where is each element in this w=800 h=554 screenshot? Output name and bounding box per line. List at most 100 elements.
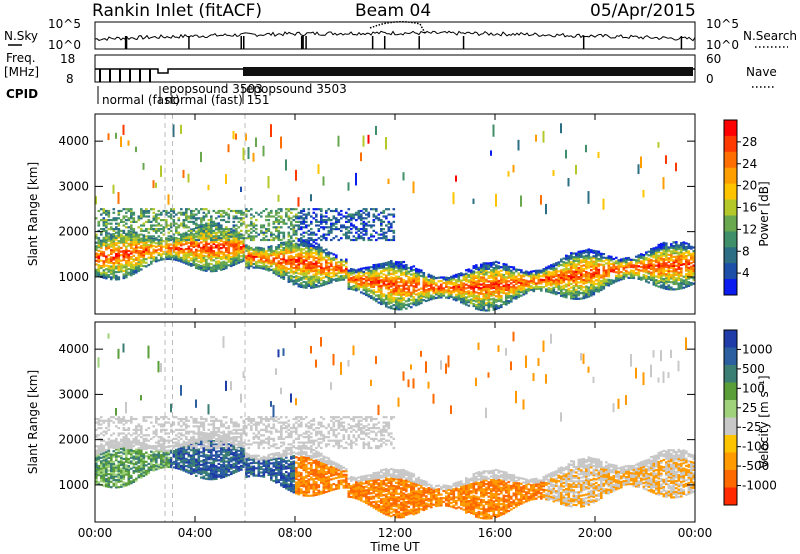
heatmap-cell: [665, 258, 668, 261]
heatmap-cell: [157, 213, 161, 216]
heatmap-cell: [225, 258, 228, 261]
heatmap-cell: [540, 280, 543, 283]
heatmap-cell: [330, 264, 333, 268]
heatmap-cell: [665, 265, 668, 269]
heatmap-cell: [625, 262, 628, 265]
heatmap-cell: [555, 280, 558, 283]
heatmap-cell: [297, 217, 301, 220]
heatmap-cell: [472, 276, 476, 279]
heatmap-cell: [230, 264, 233, 268]
heatmap-cell: [227, 255, 231, 258]
heatmap-cell: [175, 222, 178, 225]
heatmap-cell: [632, 276, 636, 280]
heatmap-cell: [185, 240, 188, 243]
heatmap-cell: [380, 228, 383, 231]
heatmap-cell: [660, 255, 663, 258]
heatmap-cell: [425, 276, 428, 279]
heatmap-cell: [327, 256, 331, 259]
heatmap-cell: [182, 211, 186, 214]
heatmap-cell: [187, 247, 191, 250]
heatmap-cell: [390, 229, 393, 232]
heatmap-cell: [237, 258, 241, 261]
heatmap-cell: [490, 274, 493, 277]
heatmap-cell: [467, 273, 471, 277]
heatmap-cell: [452, 298, 456, 301]
heatmap-cell: [275, 235, 278, 238]
heatmap-cell: [392, 287, 396, 290]
heatmap-cell: [257, 261, 261, 264]
heatmap-cell: [692, 250, 696, 253]
heatmap-cell: [290, 251, 293, 254]
heatmap-cell: [385, 276, 388, 279]
heatmap-cell: [127, 208, 131, 211]
heatmap-cell: [310, 246, 313, 249]
heatmap-cell: [612, 261, 616, 264]
heatmap-cell: [132, 213, 136, 216]
heatmap-cell: [610, 281, 613, 284]
heatmap-cell: [385, 217, 388, 220]
heatmap-cell: [507, 276, 511, 279]
heatmap-cell: [412, 285, 416, 288]
heatmap-cell: [300, 256, 303, 260]
heatmap-cell: [145, 240, 148, 243]
heatmap-cell: [347, 231, 351, 234]
heatmap-cell: [220, 247, 223, 250]
heatmap-cell: [157, 238, 161, 242]
heatmap-cell: [467, 286, 471, 289]
heatmap-cell: [692, 269, 696, 273]
heatmap-cell: [242, 238, 246, 242]
heatmap-cell: [105, 235, 108, 238]
heatmap-cell: [565, 290, 568, 293]
heatmap-cell: [255, 264, 258, 267]
heatmap-cell: [530, 270, 533, 273]
heatmap-cell: [477, 299, 481, 302]
heatmap-cell: [95, 456, 98, 459]
heatmap-cell: [502, 284, 506, 287]
heatmap-cell: [502, 264, 506, 267]
heatmap-cell: [657, 285, 661, 288]
heatmap-cell: [565, 289, 568, 292]
heatmap-cell: [192, 256, 196, 259]
heatmap-cell: [335, 228, 338, 231]
heatmap-cell: [410, 291, 413, 294]
heatmap-cell: [587, 264, 591, 267]
heatmap-cell: [237, 217, 241, 220]
heatmap-cell: [455, 299, 458, 302]
heatmap-cell: [282, 274, 286, 277]
heatmap-cell: [110, 252, 113, 255]
heatmap-cell: [585, 276, 588, 279]
heatmap-cell: [187, 261, 191, 264]
heatmap-cell: [147, 245, 151, 248]
heatmap-cell: [382, 277, 386, 280]
heatmap-cell: [95, 428, 98, 431]
heatmap-cell: [345, 273, 348, 276]
heatmap-cell: [590, 249, 593, 252]
heatmap-cell: [180, 247, 183, 250]
heatmap-cell: [392, 235, 396, 238]
heatmap-cell: [390, 213, 393, 216]
heatmap-cell: [565, 294, 568, 297]
heatmap-cell: [402, 298, 406, 302]
heatmap-cell: [477, 268, 481, 271]
heatmap-cell: [287, 238, 291, 242]
heatmap-cell: [297, 276, 301, 279]
heatmap-cell: [687, 268, 691, 271]
heatmap-cell: [520, 271, 523, 274]
heatmap-cell: [365, 231, 368, 234]
heatmap-cell: [472, 303, 476, 306]
heatmap-cell: [207, 233, 211, 236]
heatmap-cell: [517, 281, 521, 284]
heatmap-cell: [402, 291, 406, 294]
heatmap-cell: [290, 262, 293, 265]
heatmap-cell: [205, 262, 208, 265]
heatmap-cell: [97, 220, 101, 223]
heatmap-cell: [132, 235, 136, 238]
heatmap-cell: [195, 248, 198, 251]
heatmap-cell: [117, 267, 121, 270]
heatmap-cell: [292, 276, 296, 279]
heatmap-cell: [282, 254, 286, 257]
heatmap-cell: [97, 448, 101, 451]
heatmap-cell: [245, 213, 248, 216]
heatmap-cell: [337, 266, 341, 269]
heatmap-cell: [130, 263, 133, 266]
